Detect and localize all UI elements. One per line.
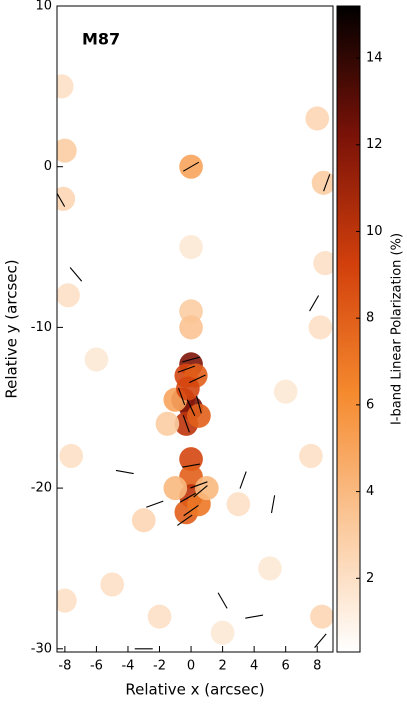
polarization-vector: [183, 504, 199, 517]
x-axis-title: Relative x (arcsec): [125, 681, 264, 699]
polarization-cell: [179, 447, 203, 472]
colorbar-tick-label: 10: [366, 224, 383, 239]
polarization-cell: [226, 492, 251, 517]
x-tick-label: -8: [58, 659, 71, 674]
polarization-vector: [323, 174, 331, 192]
colorbar-tick-label: 14: [366, 51, 383, 66]
plot-frame: [56, 5, 334, 653]
chart-title: M87: [82, 30, 120, 49]
polarization-vector: [177, 387, 186, 406]
polarization-cell: [308, 315, 333, 340]
polarization-cell: [147, 604, 172, 629]
polarization-vector: [190, 481, 208, 489]
polarization-vector: [196, 395, 202, 414]
x-tick-label: 2: [218, 659, 226, 674]
polarization-cell: [258, 556, 282, 581]
polarization-vector: [314, 633, 327, 648]
colorbar-tick-label: 4: [366, 484, 374, 499]
colorbar-label: I-band Linear Polarization (%): [390, 233, 405, 425]
polarization-vector: [193, 485, 208, 498]
polarization-cell: [310, 604, 333, 629]
polarization-vector: [69, 267, 83, 282]
y-tick-label: -10: [31, 320, 52, 335]
polarization-vector: [182, 356, 200, 363]
polarization-cell: [305, 106, 330, 131]
colorbar-tick-label: 8: [366, 311, 374, 326]
x-tick-label: -6: [90, 659, 103, 674]
y-tick-label: 0: [44, 159, 52, 174]
colorbar-tick-label: 12: [366, 137, 383, 152]
polarization-cell: [299, 443, 323, 469]
polarization-cell: [155, 411, 180, 436]
polarization-cell: [273, 379, 298, 404]
polarization-vector: [115, 469, 134, 475]
polarization-vector: [146, 500, 164, 508]
x-tick-label: 8: [313, 659, 321, 674]
colorbar: [336, 5, 361, 653]
polarization-vector: [177, 514, 193, 526]
x-tick-label: -4: [121, 659, 134, 674]
x-tick-label: 6: [282, 659, 290, 674]
polarization-vector: [217, 592, 228, 609]
colorbar-tick-label: 2: [366, 571, 374, 586]
polarization-cell: [57, 186, 76, 211]
polarization-cell: [210, 620, 235, 645]
polarization-cell: [179, 234, 203, 260]
polarization-cell: [57, 283, 80, 308]
polarization-cell: [176, 376, 200, 401]
polarization-cell: [313, 251, 333, 276]
polarization-vector: [188, 374, 206, 384]
x-tick-label: -2: [153, 659, 166, 674]
polarization-cell: [57, 138, 77, 163]
polarization-vector: [270, 495, 276, 514]
polarization-cell: [163, 476, 188, 501]
y-tick-label: -30: [31, 641, 52, 656]
polarization-cell: [100, 572, 125, 597]
polarization-vector: [245, 614, 264, 619]
polarization-vector: [309, 295, 320, 312]
x-tick-label: 0: [187, 659, 195, 674]
polarization-cell: [57, 588, 77, 613]
polarization-vector: [177, 365, 195, 373]
polarization-cell: [311, 170, 333, 195]
polarization-cell: [131, 508, 156, 533]
polarization-vector: [186, 399, 196, 417]
y-tick-label: 10: [35, 0, 52, 14]
polarization-cell: [84, 347, 109, 372]
polarization-vector: [182, 415, 190, 433]
polarization-vector: [182, 161, 200, 172]
polarization-cell: [187, 403, 211, 428]
polarization-vector: [239, 471, 247, 489]
x-tick-label: 4: [250, 659, 258, 674]
colorbar-tick-label: 6: [366, 397, 374, 412]
y-axis-title: Relative y (arcsec): [3, 259, 21, 398]
polarization-cell: [179, 315, 203, 340]
y-tick-label: -20: [31, 481, 52, 496]
polarization-cell: [195, 476, 219, 501]
map-layer: [57, 74, 333, 650]
polarization-cell: [59, 443, 84, 469]
polarization-vector: [182, 463, 201, 468]
polarization-cell: [57, 74, 74, 99]
polarization-vector: [179, 492, 196, 503]
